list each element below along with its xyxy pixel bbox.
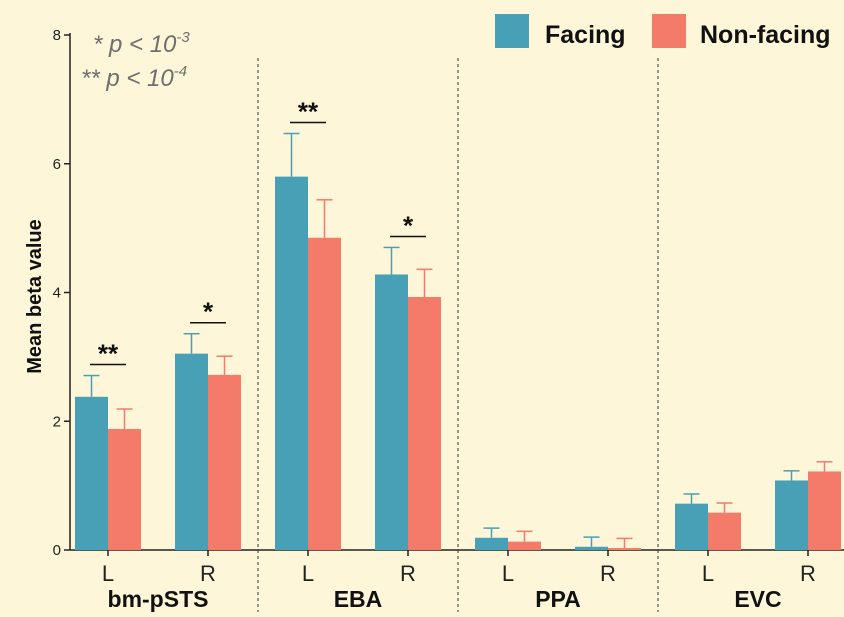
bar-facing (75, 396, 108, 550)
legend-swatch-facing (495, 14, 529, 48)
bar-facing (375, 274, 408, 550)
y-tick-label: 6 (53, 156, 61, 173)
bar-facing (575, 546, 608, 550)
bar-facing (275, 176, 308, 550)
x-tick-label: R (600, 561, 616, 586)
significance-stars: * (203, 297, 214, 327)
bar-non-facing (508, 541, 541, 550)
x-tick-label: R (400, 561, 416, 586)
bar-facing (475, 537, 508, 550)
group-label: EBA (334, 586, 383, 612)
x-tick-label: R (800, 561, 816, 586)
bar-non-facing (608, 548, 641, 550)
y-tick-label: 2 (53, 413, 61, 430)
bar-non-facing (208, 374, 241, 550)
x-tick-label: L (102, 561, 114, 586)
x-tick-label: L (302, 561, 314, 586)
y-tick-label: 0 (53, 542, 61, 559)
significance-stars: ** (298, 96, 319, 126)
bar-non-facing (308, 237, 341, 550)
x-tick-label: L (702, 561, 714, 586)
group-label: EVC (734, 586, 781, 612)
legend-swatch-non-facing (652, 14, 686, 48)
x-tick-label: R (200, 561, 216, 586)
y-tick-label: 4 (53, 285, 61, 302)
bar-facing (175, 353, 208, 550)
bar-facing (675, 503, 708, 550)
significance-note: ** p < 10-4 (81, 63, 187, 92)
legend-label: Non-facing (700, 21, 831, 49)
y-axis-title: Mean beta value (24, 219, 46, 374)
bar-non-facing (808, 471, 841, 550)
x-tick-label: L (502, 561, 514, 586)
significance-stars: * (403, 210, 414, 240)
group-label: bm-pSTS (108, 586, 209, 612)
legend-label: Facing (545, 21, 626, 49)
bar-facing (775, 480, 808, 550)
bar-non-facing (108, 428, 141, 550)
bar-non-facing (408, 297, 441, 550)
bar-non-facing (708, 512, 741, 550)
group-label: PPA (535, 586, 581, 612)
significance-stars: ** (98, 339, 119, 369)
y-tick-label: 8 (53, 27, 61, 44)
significance-note: * p < 10-3 (93, 29, 190, 58)
